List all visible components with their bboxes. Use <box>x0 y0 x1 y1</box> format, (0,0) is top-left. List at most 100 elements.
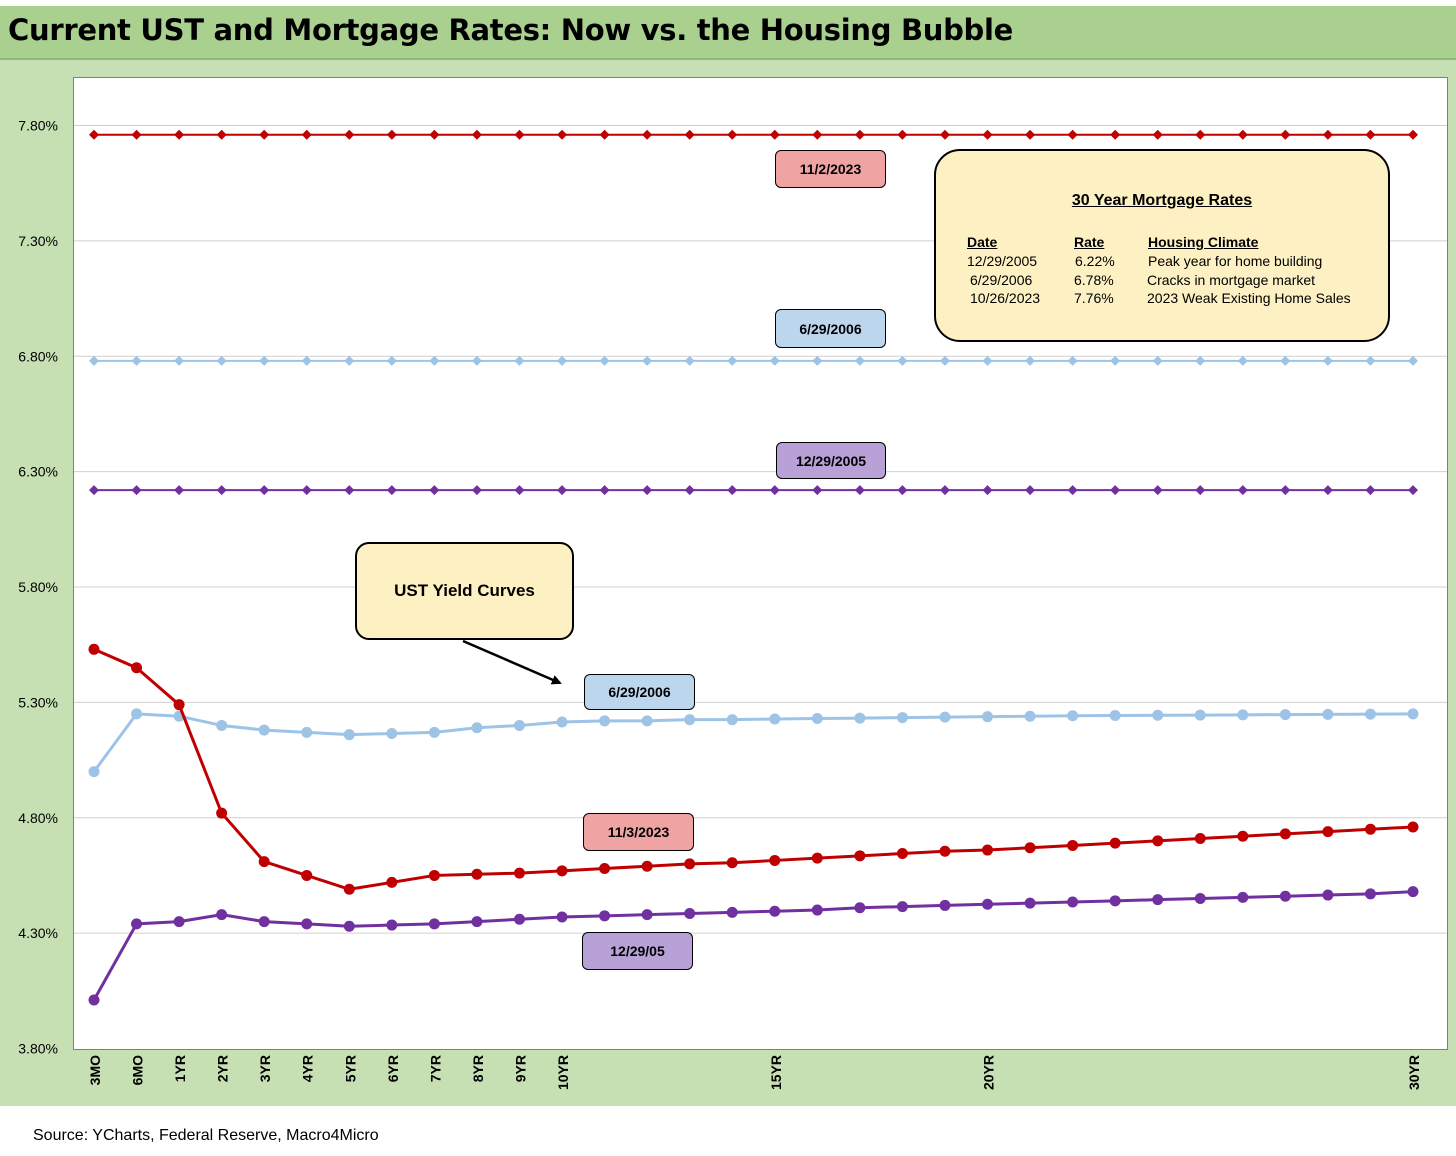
data-point <box>301 355 312 366</box>
series-line <box>92 890 1414 1001</box>
data-point <box>428 726 440 738</box>
label-mortgage-2006: 6/29/2006 <box>775 309 886 348</box>
data-point <box>641 715 653 727</box>
data-point <box>726 857 738 869</box>
data-point <box>428 869 440 881</box>
data-point <box>556 911 568 923</box>
data-point <box>386 129 397 140</box>
data-point <box>599 355 610 366</box>
table-cell: 2023 Weak Existing Home Sales <box>1147 290 1351 306</box>
table-cell: 10/26/2023 <box>970 290 1041 306</box>
data-point <box>1195 485 1206 496</box>
data-point <box>258 724 270 736</box>
table-cell: 7.76% <box>1074 290 1114 306</box>
data-point <box>216 129 227 140</box>
data-point <box>599 485 610 496</box>
series-line <box>92 712 1414 773</box>
data-point <box>131 129 142 140</box>
data-point <box>1194 709 1206 721</box>
data-point <box>513 719 525 731</box>
y-tick-label: 3.80% <box>18 1041 58 1057</box>
data-point <box>386 876 398 888</box>
y-tick-label: 7.80% <box>18 118 58 134</box>
data-point <box>812 129 823 140</box>
header-housing-climate: Housing Climate <box>1148 234 1259 250</box>
data-point <box>684 908 696 920</box>
data-point <box>641 909 653 921</box>
data-point <box>854 129 865 140</box>
data-point <box>1024 842 1036 854</box>
data-point <box>1195 355 1206 366</box>
x-tick-label: 15YR <box>768 1055 784 1090</box>
data-point <box>811 852 823 864</box>
data-point <box>1110 129 1121 140</box>
data-point <box>982 129 993 140</box>
data-point <box>216 909 228 921</box>
x-tick-label: 10YR <box>555 1055 571 1090</box>
label-mortgage-2023: 11/2/2023 <box>775 150 886 188</box>
data-point <box>259 129 270 140</box>
data-point <box>812 485 823 496</box>
y-tick-label: 4.30% <box>18 925 58 941</box>
source-note: Source: YCharts, Federal Reserve, Macro4… <box>33 1127 379 1144</box>
data-point <box>1110 485 1121 496</box>
table-cell: 6/29/2006 <box>970 272 1033 288</box>
data-point <box>1024 710 1036 722</box>
data-point <box>386 728 398 740</box>
data-point <box>173 916 185 928</box>
x-tick-label: 6YR <box>385 1055 401 1082</box>
data-point <box>174 129 185 140</box>
data-point <box>429 129 440 140</box>
x-tick-label: 20YR <box>981 1055 997 1090</box>
data-point <box>1067 710 1079 722</box>
data-point <box>471 355 482 366</box>
series-line <box>93 647 1414 891</box>
data-point <box>1195 129 1206 140</box>
data-point <box>599 863 611 875</box>
x-tick-label: 4YR <box>300 1055 316 1082</box>
x-tick-label: 30YR <box>1406 1055 1422 1090</box>
data-point <box>854 712 866 724</box>
data-point <box>1067 896 1079 908</box>
data-point <box>557 355 568 366</box>
x-tick-label: 9YR <box>512 1055 528 1082</box>
data-point <box>1279 890 1291 902</box>
data-point <box>301 918 313 930</box>
data-point <box>1110 355 1121 366</box>
data-point <box>684 485 695 496</box>
data-point <box>344 485 355 496</box>
y-tick-label: 5.80% <box>18 579 58 595</box>
data-point <box>1152 835 1164 847</box>
data-point <box>684 714 696 726</box>
data-point <box>939 845 951 857</box>
data-point <box>174 355 185 366</box>
data-point <box>1365 129 1376 140</box>
data-point <box>258 856 270 868</box>
label-ust-2005: 12/29/05 <box>582 932 693 970</box>
data-point <box>727 485 738 496</box>
data-point <box>386 919 398 931</box>
data-point <box>642 129 653 140</box>
data-point <box>684 355 695 366</box>
data-point <box>854 902 866 914</box>
data-point <box>1408 355 1418 366</box>
data-point <box>1407 821 1419 833</box>
data-point <box>301 485 312 496</box>
data-point <box>1109 895 1121 907</box>
data-point <box>1364 708 1376 720</box>
data-point <box>1237 129 1248 140</box>
data-point <box>1152 709 1164 721</box>
data-point <box>386 485 397 496</box>
data-point <box>599 715 611 727</box>
data-point <box>727 129 738 140</box>
ust-yield-curves-callout: UST Yield Curves <box>355 542 574 640</box>
data-point <box>982 711 994 723</box>
data-point <box>89 129 99 140</box>
data-point <box>939 711 951 723</box>
data-point <box>1365 485 1376 496</box>
data-point <box>1322 485 1333 496</box>
x-tick-label: 7YR <box>427 1055 443 1082</box>
data-point <box>557 129 568 140</box>
data-point <box>301 129 312 140</box>
data-point <box>897 485 908 496</box>
